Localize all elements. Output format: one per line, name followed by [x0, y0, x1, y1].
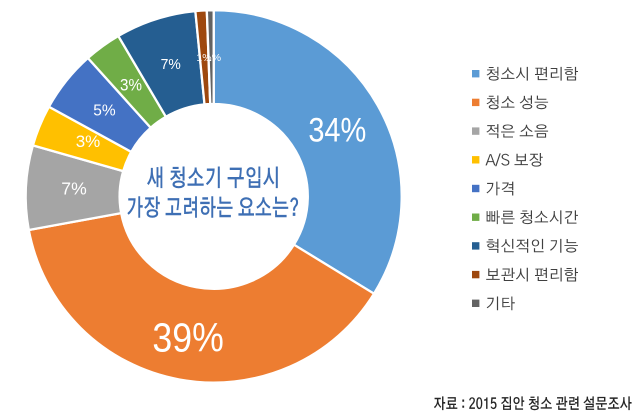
svg-text:5%: 5% [93, 103, 116, 120]
svg-text:39%: 39% [152, 315, 223, 361]
svg-text:7%: 7% [161, 56, 181, 73]
svg-text:1%: 1% [206, 52, 221, 64]
svg-text:7%: 7% [61, 178, 87, 198]
svg-text:34%: 34% [308, 110, 366, 149]
svg-text:3%: 3% [76, 132, 101, 151]
svg-text:3%: 3% [120, 77, 142, 95]
svg-text:1%: 1% [196, 52, 211, 64]
